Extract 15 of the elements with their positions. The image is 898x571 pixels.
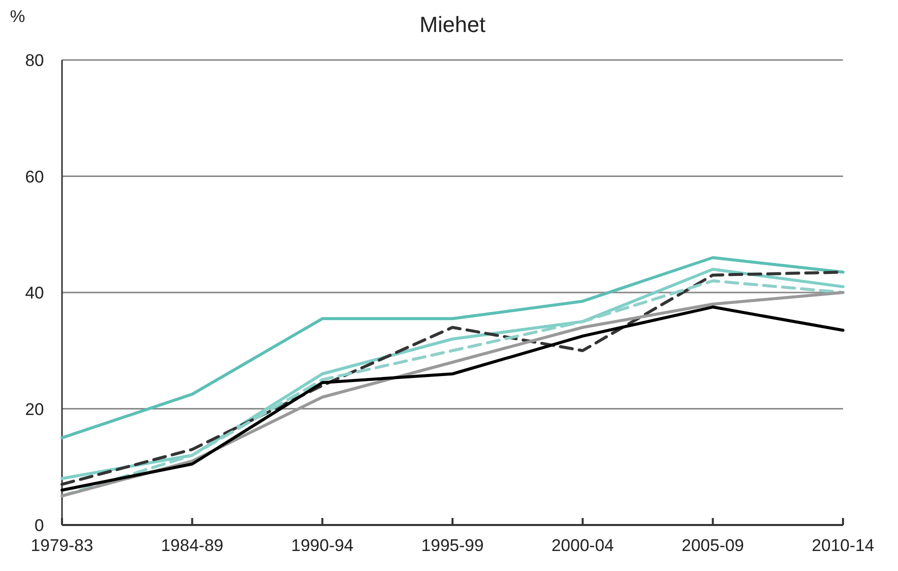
line-series xyxy=(60,256,844,440)
y-tick-label: 60 xyxy=(25,167,44,186)
y-tick-label: 80 xyxy=(25,51,44,70)
x-tick-label: 2010-14 xyxy=(812,536,874,555)
y-tick-label: 40 xyxy=(25,284,44,302)
x-tick-label: 2000-04 xyxy=(551,536,614,555)
x-tick-label: 1995-99 xyxy=(421,536,484,555)
x-tick-label: 1979-83 xyxy=(30,536,94,555)
y-tick-label: 0 xyxy=(34,516,44,535)
chart-title: Miehet xyxy=(419,12,486,37)
y-tick-label: 20 xyxy=(25,400,44,419)
x-tick-label: 2005-09 xyxy=(682,536,744,555)
x-tick-label: 1984-89 xyxy=(160,536,224,555)
x-tick-label: 1990-94 xyxy=(291,536,354,555)
y-axis-title: % xyxy=(10,7,26,26)
